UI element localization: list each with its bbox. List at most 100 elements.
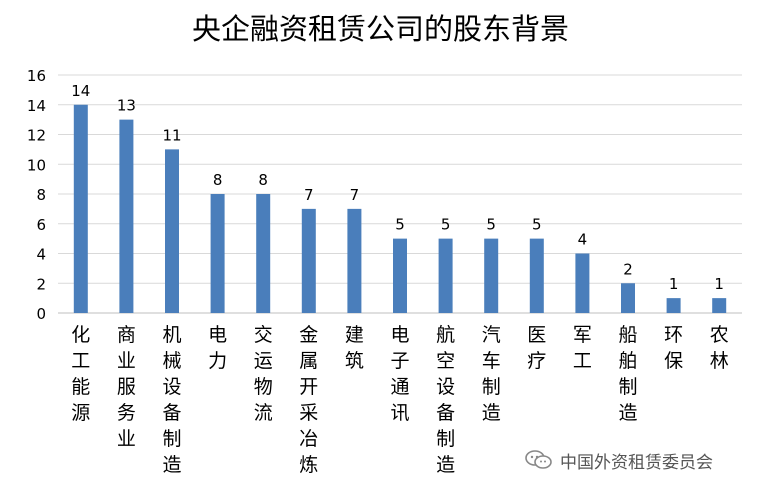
x-tick-char: 空 <box>436 350 455 372</box>
data-label: 5 <box>486 216 496 234</box>
x-tick-char: 汽 <box>482 324 501 346</box>
x-tick-char: 车 <box>482 350 501 372</box>
x-tick-char: 电 <box>390 324 409 346</box>
x-tick-char: 保 <box>664 350 683 372</box>
data-label: 13 <box>117 97 136 115</box>
bar <box>575 253 590 313</box>
x-tick-char: 制 <box>436 428 455 450</box>
x-tick-label: 农林 <box>710 324 729 372</box>
x-tick-label: 电力 <box>208 324 227 372</box>
x-tick-char: 工 <box>71 350 90 372</box>
bar <box>529 238 544 313</box>
x-tick-char: 航 <box>436 324 455 346</box>
y-tick-label: 4 <box>36 246 46 264</box>
x-tick-char: 属 <box>299 350 318 372</box>
x-tick-char: 造 <box>436 454 455 476</box>
x-tick-char: 备 <box>436 402 455 424</box>
bar <box>256 194 271 313</box>
x-tick-char: 制 <box>618 376 637 398</box>
x-tick-char: 力 <box>208 350 227 372</box>
x-tick-char: 制 <box>482 376 501 398</box>
x-tick-char: 制 <box>162 428 181 450</box>
x-tick-char: 炼 <box>299 454 318 476</box>
data-label: 5 <box>532 216 542 234</box>
x-tick-char: 务 <box>117 402 136 424</box>
bar <box>438 238 453 313</box>
watermark: 中国外资租赁委员会 <box>524 448 713 473</box>
bar <box>73 104 88 313</box>
data-label: 1 <box>714 275 724 293</box>
x-tick-char: 机 <box>162 324 181 346</box>
bar <box>210 194 225 313</box>
x-tick-char: 物 <box>254 376 273 398</box>
y-tick-label: 8 <box>36 186 46 204</box>
x-tick-char: 筑 <box>345 350 364 372</box>
x-tick-char: 设 <box>436 376 455 398</box>
data-label: 7 <box>350 186 360 204</box>
x-tick-char: 金 <box>299 324 318 346</box>
x-tick-char: 环 <box>664 324 683 346</box>
x-tick-char: 电 <box>208 324 227 346</box>
x-tick-char: 舶 <box>618 350 637 372</box>
x-tick-char: 林 <box>710 350 729 372</box>
x-tick-char: 服 <box>117 376 136 398</box>
y-tick-label: 0 <box>36 305 46 323</box>
data-label: 14 <box>71 82 90 100</box>
x-tick-char: 采 <box>299 402 318 424</box>
wechat-icon <box>525 450 552 469</box>
x-tick-char: 子 <box>390 350 409 372</box>
data-label: 5 <box>441 216 451 234</box>
x-axis-ticks: 化工能源商业服务业机械设备制造电力交运物流金属开采冶炼建筑电子通讯航空设备制造汽… <box>71 324 728 476</box>
data-label: 8 <box>213 171 223 189</box>
x-tick-char: 造 <box>162 454 181 476</box>
x-tick-label: 建筑 <box>345 324 364 372</box>
y-tick-label: 14 <box>27 97 46 115</box>
watermark-text: 中国外资租赁委员会 <box>560 452 713 473</box>
x-tick-char: 通 <box>390 376 409 398</box>
data-label: 5 <box>395 216 405 234</box>
bar <box>165 149 179 313</box>
bar <box>347 208 362 313</box>
data-label: 8 <box>258 171 268 189</box>
bar <box>301 208 316 313</box>
x-tick-char: 军 <box>573 324 592 346</box>
x-tick-char: 讯 <box>390 402 409 424</box>
x-tick-char: 建 <box>345 324 364 346</box>
bar <box>621 283 635 313</box>
x-tick-char: 交 <box>254 324 273 346</box>
bar <box>666 298 681 313</box>
x-tick-char: 疗 <box>527 350 546 372</box>
x-tick-char: 源 <box>71 402 90 424</box>
x-tick-char: 开 <box>299 376 318 398</box>
x-tick-label: 军工 <box>573 324 592 372</box>
y-tick-label: 10 <box>27 156 46 174</box>
y-tick-label: 6 <box>36 216 46 234</box>
x-tick-char: 商 <box>117 324 136 346</box>
x-tick-label: 医疗 <box>527 324 546 372</box>
data-label: 1 <box>669 275 679 293</box>
bar <box>393 238 407 313</box>
x-tick-char: 医 <box>527 324 546 346</box>
bar <box>484 238 499 313</box>
x-tick-char: 造 <box>618 402 637 424</box>
y-tick-label: 16 <box>27 67 46 85</box>
x-tick-char: 业 <box>117 428 136 450</box>
chart-title: 央企融资租赁公司的股东背景 <box>191 12 569 46</box>
y-tick-label: 2 <box>36 275 46 293</box>
data-label: 11 <box>162 126 181 144</box>
x-tick-char: 船 <box>618 324 637 346</box>
x-tick-char: 运 <box>254 350 273 372</box>
x-tick-char: 工 <box>573 350 592 372</box>
bar <box>712 298 727 313</box>
x-tick-char: 造 <box>482 402 501 424</box>
x-tick-char: 备 <box>162 402 181 424</box>
bars <box>73 104 727 313</box>
